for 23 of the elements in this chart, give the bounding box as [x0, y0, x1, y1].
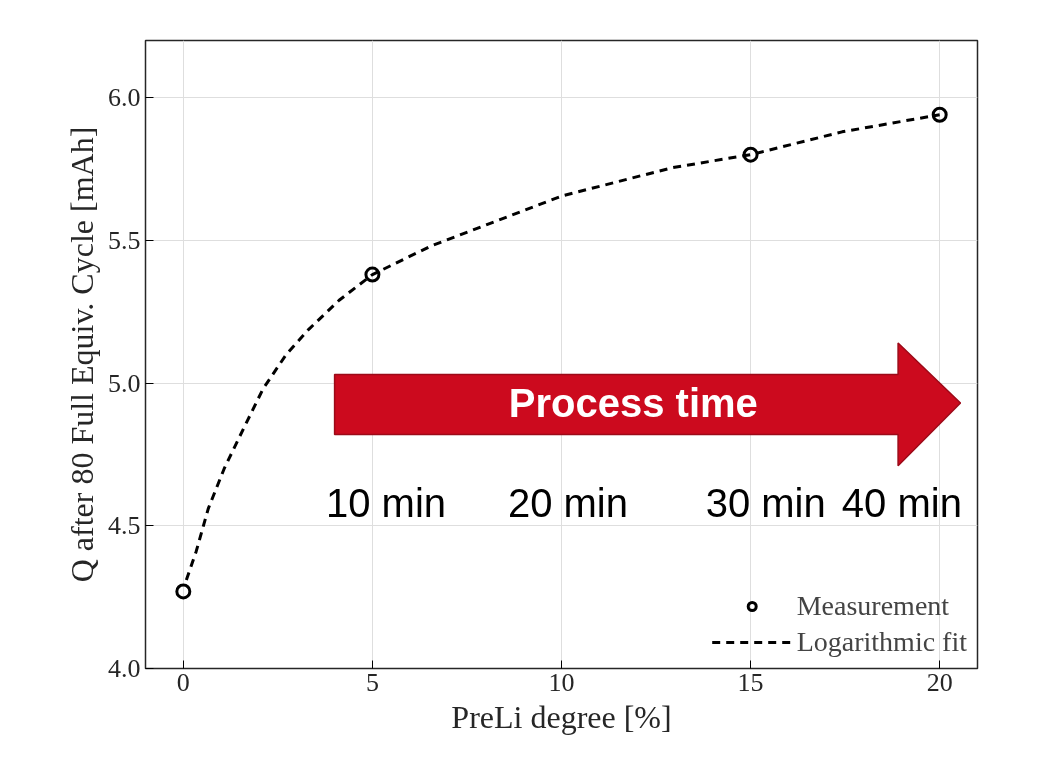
- y-axis-title: Q after 80 Full Equiv. Cycle [mAh]: [64, 126, 100, 583]
- y-tick-label: 4.0: [108, 654, 141, 683]
- x-tick-label: 20: [926, 667, 953, 697]
- y-tick-label: 5.5: [108, 225, 141, 255]
- point: [175, 583, 192, 600]
- annotation: 30 min: [705, 480, 826, 525]
- x-tick-label: 0: [176, 667, 190, 697]
- point: [364, 266, 381, 283]
- x-axis-title: PreLi degree [%]: [451, 698, 672, 735]
- point: [742, 146, 759, 163]
- x-tick-label: 5: [365, 667, 379, 697]
- x-tick-label: 10: [548, 667, 575, 697]
- x-tick-label: 15: [737, 667, 764, 697]
- annotation: Process time: [508, 381, 758, 426]
- annotation: 40 min: [841, 480, 962, 525]
- legend-label: Measurement: [796, 590, 950, 622]
- annotation: 20 min: [507, 480, 628, 525]
- y-tick-label: 5.0: [108, 368, 141, 398]
- point: [931, 106, 948, 123]
- annotation: 10 min: [325, 480, 447, 525]
- legend-label: Logarithmic fit: [796, 626, 967, 658]
- y-tick-label: 4.5: [108, 511, 141, 541]
- y-tick-label: 6.0: [108, 83, 141, 113]
